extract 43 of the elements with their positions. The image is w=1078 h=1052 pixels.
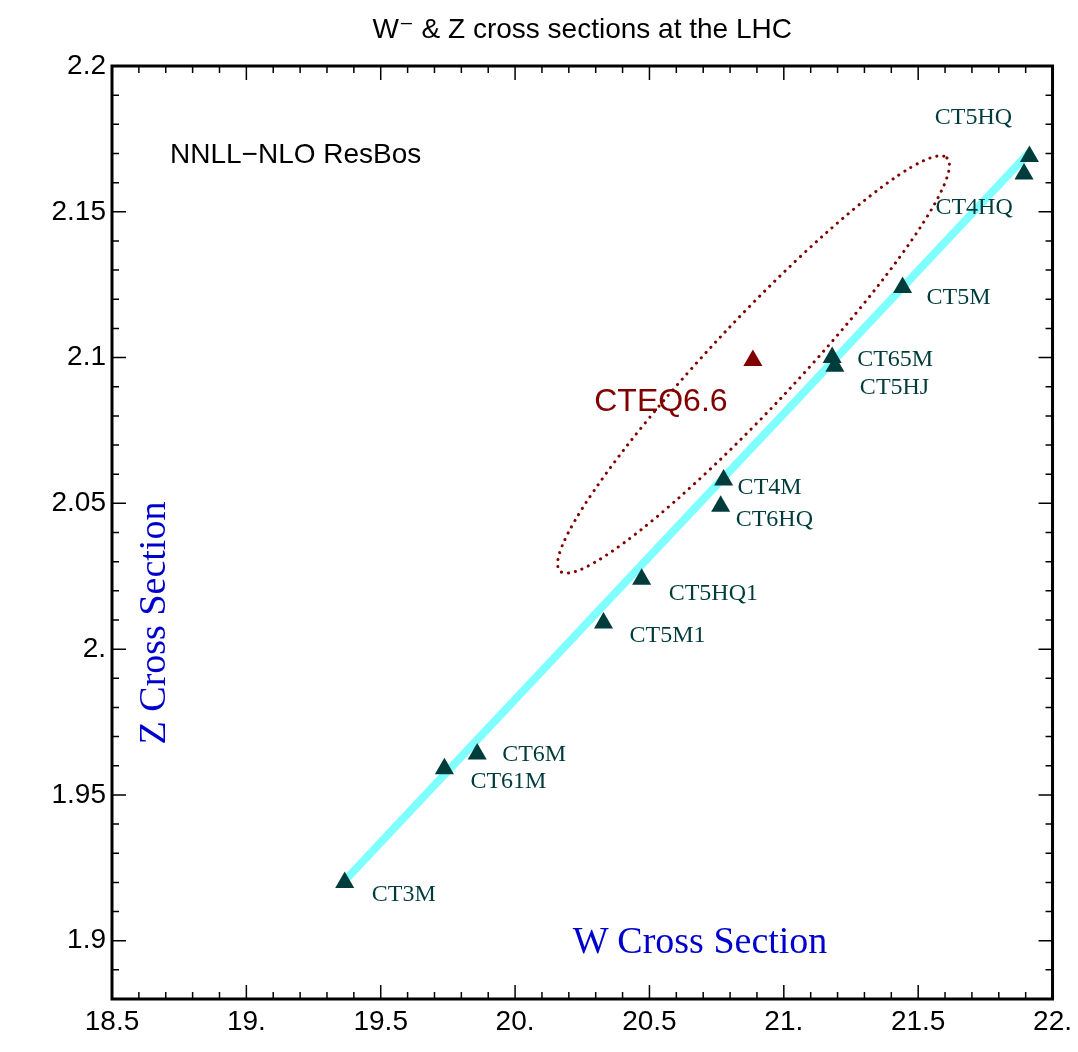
data-label: CT65M bbox=[857, 344, 934, 371]
point bbox=[434, 757, 454, 775]
point bbox=[335, 871, 355, 888]
data-label: CT5M1 bbox=[629, 621, 706, 648]
y-tick-label: 2.05 bbox=[51, 486, 106, 518]
x-tick-label: 20.5 bbox=[622, 1004, 677, 1036]
data-label: CTEQ6.6 bbox=[594, 382, 728, 419]
data-label: CT5HQ1 bbox=[668, 579, 758, 606]
y-tick-label: 1.9 bbox=[67, 923, 106, 955]
x-tick-label: 21.5 bbox=[890, 1004, 946, 1036]
x-tick-label: 20. bbox=[495, 1004, 535, 1036]
point bbox=[711, 495, 731, 512]
x-tick-label: 18.5 bbox=[84, 1004, 140, 1036]
data-label: CT6HQ bbox=[735, 504, 814, 531]
data-label: CT5HJ bbox=[859, 372, 930, 399]
y-tick-label: 2.15 bbox=[51, 194, 106, 226]
y-tick-label: 2.2 bbox=[67, 48, 106, 80]
y-tick-label: 2.1 bbox=[67, 340, 106, 372]
point bbox=[893, 276, 913, 294]
y-axis-title: Z Cross Section bbox=[130, 501, 173, 745]
y-tick-label: 2. bbox=[82, 631, 106, 663]
data-label: CT6M bbox=[502, 740, 567, 767]
point bbox=[593, 611, 614, 629]
data-label: CT3M bbox=[371, 879, 436, 906]
x-tick-label: 19. bbox=[226, 1004, 266, 1036]
point bbox=[1014, 162, 1034, 180]
point bbox=[632, 568, 652, 585]
point bbox=[743, 349, 763, 366]
point bbox=[1019, 145, 1039, 162]
data-label: CT5M bbox=[926, 282, 991, 309]
chart-title: W⁻ & Z cross sections at the LHC bbox=[372, 12, 792, 44]
x-tick-label: 22. bbox=[1033, 1004, 1073, 1036]
point bbox=[714, 469, 734, 486]
data-label: CT4M bbox=[737, 473, 802, 500]
x-tick-label: 21. bbox=[764, 1004, 804, 1036]
data-label: CT61M bbox=[470, 766, 547, 793]
point bbox=[467, 743, 487, 760]
annotation: NNLL−NLO ResBos bbox=[170, 137, 422, 169]
y-tick-label: 1.95 bbox=[51, 777, 106, 809]
data-label: CT4HQ bbox=[935, 193, 1013, 220]
data-label: CT5HQ bbox=[934, 102, 1013, 129]
x-axis-title: W Cross Section bbox=[572, 918, 828, 961]
x-tick-label: 19.5 bbox=[353, 1004, 408, 1036]
